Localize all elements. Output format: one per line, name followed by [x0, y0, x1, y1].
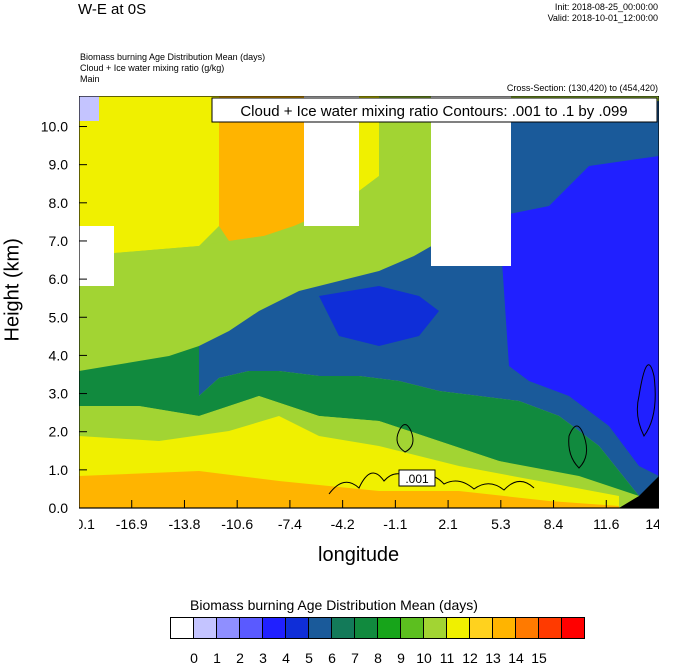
- init-time: Init: 2018-08-25_00:00:00: [554, 2, 658, 12]
- colorbar-label: 7: [351, 650, 359, 665]
- contour-title-box: [211, 97, 658, 123]
- colorbar-label: 13: [485, 650, 501, 665]
- y-tick-label-layer: 0.0 1.0 2.0 3.0 4.0 5.0 6.0 7.0 8.0 9.0 10.0: [41, 119, 69, 516]
- colorbar-label: 10: [416, 650, 432, 665]
- colorbar-label: 14: [508, 650, 524, 665]
- colorbar-label: 5: [305, 650, 313, 665]
- colorbar-label: 8: [374, 650, 382, 665]
- plot-title: W-E at 0S: [78, 1, 147, 18]
- colorbar-swatch: [193, 617, 217, 639]
- field-lightgreen-band: [79, 126, 449, 371]
- field-yellow-upper: [79, 96, 219, 256]
- colorbar-swatch: [561, 617, 585, 639]
- colorbar-label: 3: [259, 650, 267, 665]
- x-tick-label: -7.4: [278, 516, 302, 532]
- x-tick-marks: [79, 500, 659, 508]
- cross-section-plot: Cloud + Ice water mixing ratio Contours:…: [79, 96, 659, 532]
- x-tick-label: -4.2: [331, 516, 355, 532]
- colorbar-label: 15: [531, 650, 547, 665]
- x-tick-label: 11.6: [593, 516, 619, 532]
- colorbar-swatch: [446, 617, 470, 639]
- y-tick-label: 9.0: [49, 157, 69, 173]
- field-description-3: Main: [80, 74, 100, 84]
- cloud-gap-2: [431, 96, 511, 266]
- contour-label-box: [398, 469, 436, 487]
- colorbar-title: Biomass burning Age Distribution Mean (d…: [190, 597, 478, 613]
- x-tick-label: 2.1: [438, 516, 458, 532]
- colorbar-swatch: [492, 617, 516, 639]
- y-tick-label: 6.0: [49, 271, 69, 287]
- colorbar-swatch: [400, 617, 424, 639]
- cloud-gap-3: [79, 226, 114, 286]
- y-tick-label: 8.0: [49, 195, 69, 211]
- x-tick-label: -20.1: [79, 516, 95, 532]
- x-tick-label: 5.3: [491, 516, 511, 532]
- y-tick-label: 1.0: [49, 462, 69, 478]
- colorbar-swatch: [354, 617, 378, 639]
- colorbar-swatch: [262, 617, 286, 639]
- field-green-layer: [79, 346, 639, 496]
- colorbar-label: 1: [213, 650, 221, 665]
- colorbar-swatch: [170, 617, 194, 639]
- field-description-1: Biomass burning Age Distribution Mean (d…: [80, 52, 266, 62]
- colorbar-swatch: [538, 617, 562, 639]
- contour-label: .001: [405, 472, 429, 486]
- field-orange-bottom: [79, 471, 619, 508]
- colorbar-swatch: [216, 617, 240, 639]
- colorbar-labels: 0 1 2 3 4 5 6 7 8 9 10 11 12 13 14 15: [190, 650, 547, 665]
- heatmap-field: [79, 96, 659, 508]
- y-tick-label: 3.0: [49, 386, 69, 402]
- x-tick-labels: -20.1 -16.9 -13.8 -10.6 -7.4 -4.2 -1.1 2.1 5.3 8.…: [79, 516, 659, 532]
- x-tick-label: 14.8: [645, 516, 659, 532]
- cross-section-label: Cross-Section: (130,420) to (454,420): [506, 83, 658, 93]
- colorbar: 0 1 2 3 4 5 6 7 8 9 10 11 12 13 14 15: [170, 617, 585, 665]
- x-tick-label: -13.8: [168, 516, 200, 532]
- colorbar-label: 4: [282, 650, 290, 665]
- colorbar-swatch: [515, 617, 539, 639]
- contour-line-mid: [396, 424, 414, 453]
- colorbar-swatch: [239, 617, 263, 639]
- x-axis-label: longitude: [318, 544, 400, 566]
- x-tick-label: -1.1: [383, 516, 407, 532]
- colorbar-label: 12: [462, 650, 478, 665]
- contour-title: Cloud + Ice water mixing ratio Contours:…: [240, 103, 627, 120]
- x-tick-label: -16.9: [116, 516, 148, 532]
- plot-frame: [79, 96, 659, 509]
- y-tick-label: 2.0: [49, 424, 69, 440]
- colorbar-swatch: [308, 617, 332, 639]
- x-tick-label: 8.4: [544, 516, 564, 532]
- y-tick-label: 4.0: [49, 347, 69, 363]
- y-tick-label: 0.0: [49, 500, 69, 516]
- contour-line-east-1: [568, 425, 588, 469]
- cloud-gap-4: [79, 96, 99, 121]
- x-tick-label: -10.6: [221, 516, 253, 532]
- y-tick-marks: [79, 126, 87, 508]
- colorbar-boxes: [170, 617, 585, 639]
- y-tick-label: 5.0: [49, 309, 69, 325]
- field-orange-upper: [219, 96, 329, 241]
- valid-time: Valid: 2018-10-01_12:00:00: [547, 13, 658, 23]
- field-description-2: Cloud + Ice water mixing ratio (g/kg): [80, 63, 225, 73]
- colorbar-swatch: [331, 617, 355, 639]
- colorbar-label: 9: [397, 650, 405, 665]
- contour-line-east-2: [636, 364, 656, 437]
- colorbar-swatch: [423, 617, 447, 639]
- colorbar-label: 6: [328, 650, 336, 665]
- field-blue-region: [499, 156, 659, 476]
- colorbar-swatch: [377, 617, 401, 639]
- colorbar-swatch: [469, 617, 493, 639]
- terrain: [619, 476, 659, 508]
- y-tick-label: 7.0: [49, 233, 69, 249]
- y-tick-label: 10.0: [41, 119, 68, 135]
- colorbar-label: 0: [190, 650, 198, 665]
- field-blue-core: [319, 286, 439, 346]
- colorbar-swatch: [285, 617, 309, 639]
- colorbar-label: 11: [440, 650, 455, 665]
- colorbar-label: 2: [236, 650, 244, 665]
